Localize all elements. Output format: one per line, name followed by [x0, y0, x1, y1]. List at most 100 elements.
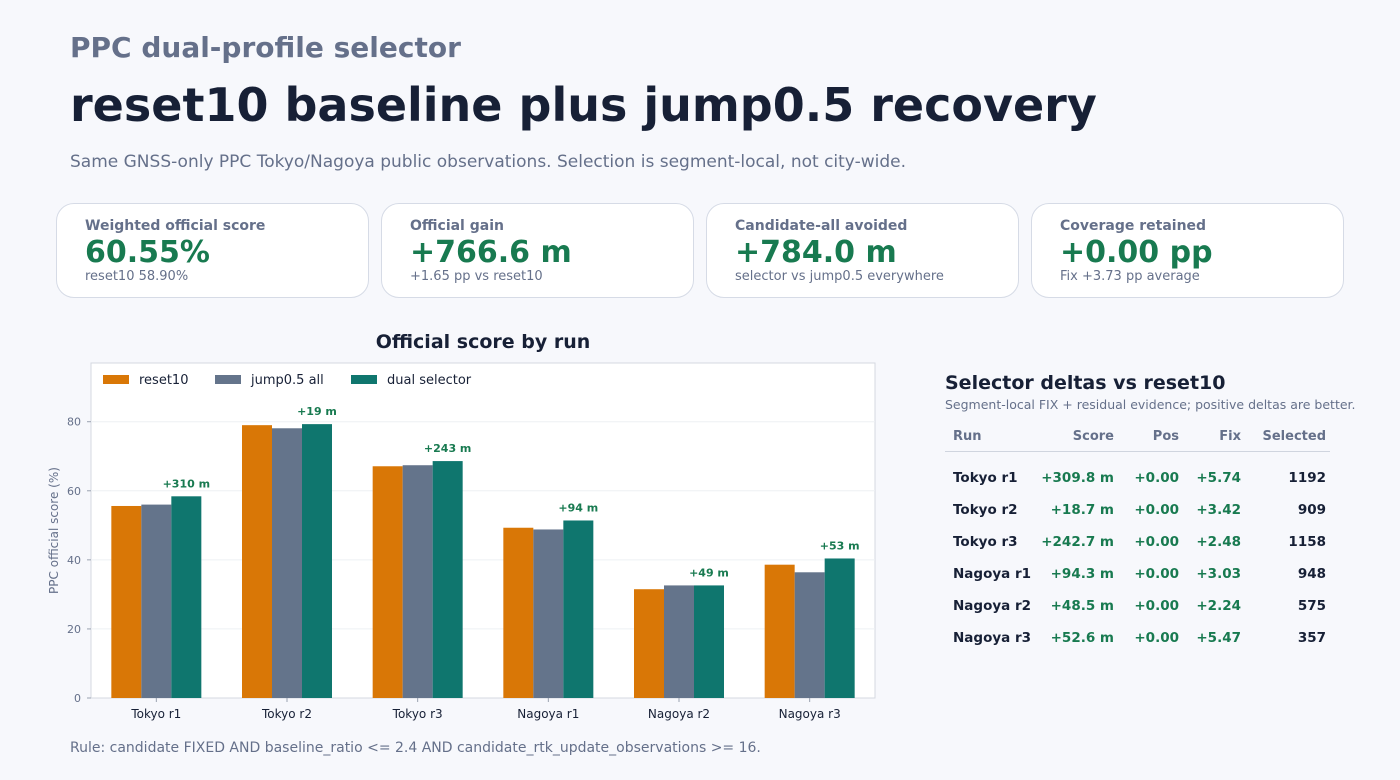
bar-annotation: +53 m: [820, 539, 860, 552]
cell-fix: +3.03: [1196, 566, 1241, 582]
cell-selected: 575: [1297, 598, 1326, 614]
cell-fix: +5.47: [1196, 630, 1241, 646]
bar-annotation: +243 m: [424, 442, 471, 455]
metric-card-note: +1.65 pp vs reset10: [410, 269, 543, 284]
cell-run: Tokyo r1: [953, 470, 1018, 486]
column-header-pos: Pos: [1152, 429, 1179, 444]
bar-jump0-5-all: [272, 428, 302, 698]
legend-swatch: [215, 375, 241, 384]
selector-deltas-table: Run Score Pos Fix Selected Tokyo r1 +309…: [945, 425, 1330, 656]
legend-label: jump0.5 all: [250, 373, 324, 388]
x-tick-label: Nagoya r2: [648, 707, 710, 721]
table-row: Tokyo r3 +242.7 m +0.00 +2.48 1158: [945, 528, 1330, 560]
bar-dual-selector: [824, 558, 855, 698]
y-tick-label: 80: [67, 416, 81, 429]
cell-fix: +2.48: [1196, 534, 1241, 550]
column-header-selected: Selected: [1262, 429, 1327, 444]
bar-reset10: [503, 527, 534, 698]
bar-jump0-5-all: [533, 529, 564, 698]
legend-label: dual selector: [387, 373, 472, 388]
cell-score: +48.5 m: [1050, 598, 1114, 614]
bar-jump0-5-all: [141, 504, 172, 698]
cell-selected: 357: [1297, 630, 1326, 646]
metric-card-label: Official gain: [410, 218, 504, 234]
bar-reset10: [242, 425, 272, 698]
bar-reset10: [372, 466, 403, 698]
cell-score: +94.3 m: [1050, 566, 1114, 582]
cell-run: Nagoya r1: [953, 566, 1032, 582]
y-tick-label: 40: [67, 554, 81, 567]
bar-reset10: [764, 564, 795, 698]
chart-title: Official score by run: [375, 331, 591, 353]
cell-pos: +0.00: [1134, 470, 1179, 486]
column-header-run: Run: [953, 429, 982, 444]
bar-dual-selector: [563, 520, 594, 698]
bar-jump0-5-all: [402, 465, 433, 698]
table-row: Nagoya r1 +94.3 m +0.00 +3.03 948: [945, 560, 1330, 592]
y-tick-label: 20: [67, 623, 81, 636]
cell-pos: +0.00: [1134, 566, 1179, 582]
metric-card-coverage: Coverage retained +0.00 pp Fix +3.73 pp …: [1031, 203, 1344, 298]
page-title: reset10 baseline plus jump0.5 recovery: [70, 78, 1097, 132]
cell-selected: 948: [1297, 566, 1326, 582]
cell-fix: +3.42: [1196, 502, 1241, 518]
cell-score: +309.8 m: [1041, 470, 1114, 486]
metric-card-candidate-avoided: Candidate-all avoided +784.0 m selector …: [706, 203, 1019, 298]
metric-card-value: +784.0 m: [735, 235, 897, 270]
cell-score: +242.7 m: [1041, 534, 1114, 550]
cell-run: Nagoya r3: [953, 630, 1032, 646]
x-tick-label: Tokyo r1: [130, 707, 181, 721]
cell-fix: +5.74: [1196, 470, 1241, 486]
metric-card-official-gain: Official gain +766.6 m +1.65 pp vs reset…: [381, 203, 694, 298]
legend-swatch: [103, 375, 129, 384]
bar-annotation: +49 m: [689, 566, 729, 579]
cell-pos: +0.00: [1134, 630, 1179, 646]
x-tick-label: Tokyo r2: [261, 707, 312, 721]
cell-run: Tokyo r2: [953, 502, 1018, 518]
bar-dual-selector: [432, 461, 463, 698]
cell-run: Tokyo r3: [953, 534, 1018, 550]
bar-annotation: +19 m: [297, 405, 337, 418]
cell-pos: +0.00: [1134, 598, 1179, 614]
bar-dual-selector: [171, 496, 202, 698]
metric-card-value: 60.55%: [85, 235, 210, 270]
table-row: Tokyo r1 +309.8 m +0.00 +5.74 1192: [945, 464, 1330, 496]
legend-swatch: [351, 375, 377, 384]
y-tick-label: 0: [74, 692, 81, 705]
column-header-fix: Fix: [1219, 429, 1241, 444]
bar-reset10: [111, 505, 142, 698]
table-row: Tokyo r2 +18.7 m +0.00 +3.42 909: [945, 496, 1330, 528]
metric-card-note: selector vs jump0.5 everywhere: [735, 269, 944, 284]
y-tick-label: 60: [67, 485, 81, 498]
cell-score: +52.6 m: [1050, 630, 1114, 646]
plot-area: [90, 362, 876, 699]
metric-card-value: +766.6 m: [410, 235, 572, 270]
metric-card-weighted-score: Weighted official score 60.55% reset10 5…: [56, 203, 369, 298]
bar-annotation: +310 m: [163, 477, 210, 490]
table-subtitle: Segment-local FIX + residual evidence; p…: [945, 397, 1356, 412]
x-tick-label: Tokyo r3: [392, 707, 443, 721]
x-tick-label: Nagoya r1: [517, 707, 579, 721]
table-title: Selector deltas vs reset10: [945, 372, 1226, 394]
cell-pos: +0.00: [1134, 502, 1179, 518]
bar-dual-selector: [302, 424, 332, 698]
bar-jump0-5-all: [664, 585, 694, 698]
metric-card-label: Weighted official score: [85, 218, 266, 234]
cell-pos: +0.00: [1134, 534, 1179, 550]
table-row: Nagoya r3 +52.6 m +0.00 +5.47 357: [945, 624, 1330, 656]
metric-card-label: Candidate-all avoided: [735, 218, 908, 234]
legend-label: reset10: [139, 373, 188, 388]
cell-fix: +2.24: [1196, 598, 1241, 614]
metric-card-label: Coverage retained: [1060, 218, 1207, 234]
metric-card-note: Fix +3.73 pp average: [1060, 269, 1200, 284]
table-row: Nagoya r2 +48.5 m +0.00 +2.24 575: [945, 592, 1330, 624]
metric-cards: Weighted official score 60.55% reset10 5…: [56, 203, 1346, 300]
bar-dual-selector: [694, 585, 724, 698]
bar-reset10: [634, 589, 664, 698]
cell-selected: 1192: [1288, 470, 1326, 486]
table-body: Tokyo r1 +309.8 m +0.00 +5.74 1192 Tokyo…: [945, 464, 1330, 656]
cell-selected: 1158: [1288, 534, 1326, 550]
page-kicker: PPC dual-profile selector: [70, 31, 461, 64]
selection-rule-footer: Rule: candidate FIXED AND baseline_ratio…: [70, 740, 761, 756]
cell-score: +18.7 m: [1050, 502, 1114, 518]
